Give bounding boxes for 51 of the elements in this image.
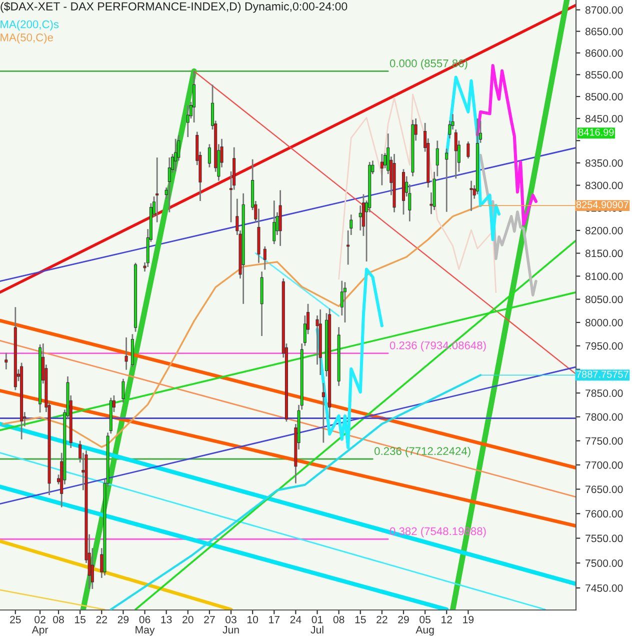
x-tick-label: 08 <box>53 616 64 624</box>
chart-title: ($DAX-XET - DAX PERFORMANCE-INDEX,D) Dynamic,0:00-24:00 <box>0 2 348 13</box>
x-tick-label: 10 <box>248 616 258 624</box>
y-tick-label: 8050.00 <box>585 296 623 304</box>
annotation: 7887.75757 <box>576 370 628 378</box>
x-tick-label: 17 <box>269 616 280 624</box>
y-tick-label: 8500.00 <box>585 92 623 100</box>
x-tick-label: 29 <box>398 616 409 624</box>
y-tick-label: 8000.00 <box>585 318 623 326</box>
x-tick-label: 15 <box>75 616 86 624</box>
y-tick-label: 8450.00 <box>585 114 623 122</box>
y-tick-label: 7950.00 <box>586 342 623 350</box>
x-tick-label: 27 <box>204 616 215 624</box>
y-tick-label: 7450.00 <box>586 584 623 592</box>
text: MA(200,C)s <box>0 20 59 30</box>
y-tick-label: 7650.00 <box>586 486 623 494</box>
y-tick-label: 8700.00 <box>585 6 623 14</box>
y-tick-label: 8100.00 <box>585 272 623 280</box>
y-tick-label: 7500.00 <box>586 559 623 567</box>
x-tick-label: 08 <box>333 616 344 624</box>
x-tick-label: 19 <box>463 616 474 624</box>
annotation: 8254.90907 <box>576 201 628 208</box>
x-tick-label: 20 <box>182 616 194 624</box>
x-tick-label: 29 <box>118 616 129 624</box>
y-tick-label: 7850.00 <box>586 389 623 397</box>
y-tick-label: 7700.00 <box>586 461 623 469</box>
text: 8416.99 <box>578 128 614 136</box>
text: MA(50,C)e <box>0 33 53 44</box>
x-tick-label: 13 <box>161 616 172 624</box>
x-tick-label: 15 <box>355 616 366 624</box>
y-tick-label: 7800.00 <box>586 413 623 421</box>
y-tick-label: 8350.00 <box>585 159 623 167</box>
x-tick-label: 25 <box>10 616 21 624</box>
y-tick-label: 7600.00 <box>586 510 623 518</box>
x-tick-label: 22 <box>96 616 107 624</box>
x-tick-label: 06 May <box>136 616 155 636</box>
y-tick-label: 8550.00 <box>585 71 623 79</box>
x-tick-label: 03 Jun <box>222 616 239 634</box>
y-tick-label: 7750.00 <box>586 437 623 445</box>
y-tick-label: 8600.00 <box>585 49 623 57</box>
x-tick-label: 12 <box>442 616 452 624</box>
y-tick-label: 8200.00 <box>585 226 623 234</box>
x-tick-label: 05 Aug <box>416 616 434 636</box>
x-tick-label: 24 <box>290 616 302 624</box>
x-tick-label: 22 <box>376 616 388 624</box>
y-tick-label: 8650.00 <box>585 28 623 36</box>
y-tick-label: 7550.00 <box>586 534 623 542</box>
x-tick-label: 01 Jul <box>310 616 324 634</box>
y-tick-label: 8300.00 <box>585 182 623 190</box>
x-tick-label: 02 Apr <box>32 616 48 636</box>
y-tick-label: 8150.00 <box>585 250 623 258</box>
